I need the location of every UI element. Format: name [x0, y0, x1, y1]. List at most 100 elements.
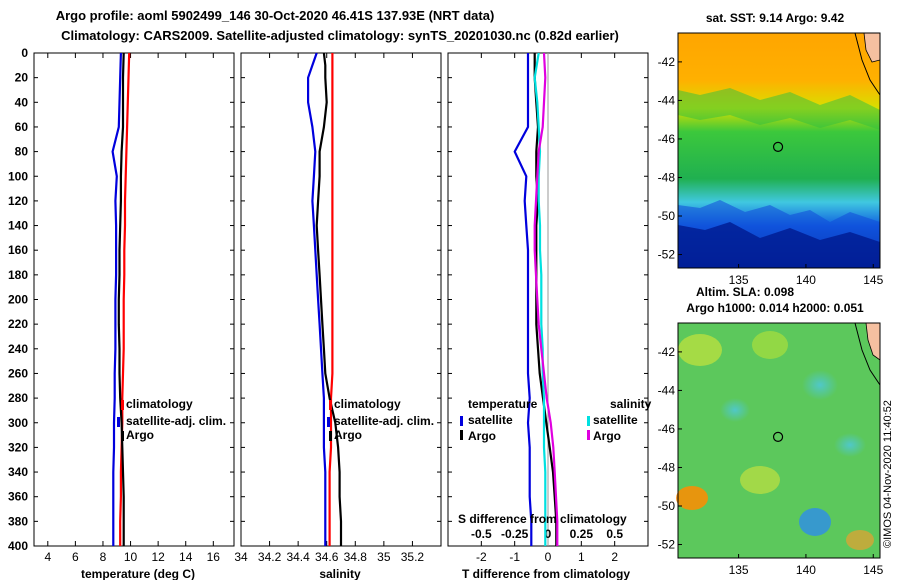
- lon-tick-label: 140: [796, 563, 816, 577]
- s-tick-label: 0: [545, 527, 552, 541]
- x-tick-label: 12: [151, 550, 165, 564]
- lat-tick-label: -46: [658, 422, 676, 436]
- series-line-argo: [117, 52, 125, 546]
- x-tick-label: 35: [377, 550, 391, 564]
- s-tick-label: -0.5: [471, 527, 492, 541]
- s-tick-label: 0.25: [570, 527, 594, 541]
- depth-tick-label: 140: [8, 219, 28, 233]
- depth-tick-label: 220: [8, 317, 28, 331]
- depth-tick-label: 20: [15, 71, 29, 85]
- depth-axis-labels: 0 20 40 60 80 100 120 140 160 180 200 220 240 260 280 3…: [8, 46, 28, 553]
- difference-legend: temperature salinity satellite Argo sate…: [458, 397, 652, 526]
- legend-swatch-climatology: [329, 400, 332, 410]
- depth-tick-label: 340: [8, 465, 28, 479]
- depth-tick-label: 120: [8, 194, 28, 208]
- x-tick-label: 34.8: [344, 550, 368, 564]
- x-tick-label: 16: [207, 550, 221, 564]
- depth-tick-label: 240: [8, 342, 28, 356]
- lat-tick-label: -42: [658, 55, 676, 69]
- lat-tick-label: -44: [658, 93, 676, 107]
- s-tick-label: -0.25: [501, 527, 529, 541]
- depth-tick-label: 260: [8, 366, 28, 380]
- legend-swatch-s-argo: [587, 430, 590, 440]
- temperature-legend: climatology satellite-adj. clim. Argo: [117, 397, 226, 442]
- legend-label-t-satellite: satellite: [468, 413, 513, 427]
- lon-tick-label: 135: [729, 273, 749, 287]
- depth-tick-label: 300: [8, 416, 28, 430]
- series-line-climatology: [328, 53, 334, 546]
- title-line-2: Climatology: CARS2009. Satellite-adjuste…: [61, 28, 619, 43]
- salinity-panel: 34 34.2 34.4 34.6 34.8 35 35.2: [234, 52, 442, 564]
- sla-coastline: [854, 322, 881, 386]
- sla-map-subtitle: Argo h1000: 0.014 h2000: 0.051: [686, 301, 864, 315]
- depth-tick-label: 360: [8, 490, 28, 504]
- legend-title-salinity: salinity: [610, 397, 652, 411]
- depth-tick-label: 180: [8, 268, 28, 282]
- sla-map-frame: [677, 322, 881, 559]
- series-line-satellite-adj-clim-: [307, 52, 327, 546]
- series-line-satellite-adj-clim-: [111, 52, 122, 546]
- sst-cold-water: [678, 222, 880, 268]
- sst-map-frame: [677, 32, 881, 269]
- lat-tick-label: -52: [658, 248, 676, 262]
- sst-lon-labels: 135 140 145: [729, 264, 884, 287]
- depth-tick-label: 0: [21, 46, 28, 60]
- sst-lat-labels: -42 -44 -46 -48 -50 -52: [658, 55, 682, 262]
- legend-swatch-argo: [329, 431, 332, 441]
- x-tick-label: 14: [179, 550, 193, 564]
- sla-map-title: Altim. SLA: 0.098: [696, 285, 794, 299]
- legend-swatch-t-satellite: [460, 416, 463, 426]
- legend-label-argo: Argo: [334, 428, 362, 442]
- legend-label-climatology: climatology: [126, 397, 193, 411]
- differences-xlabel: T difference from climatology: [462, 567, 630, 580]
- temperature-xlabel: temperature (deg C): [81, 567, 195, 580]
- sla-lat-labels: -42 -44 -46 -48 -50 -52: [658, 345, 682, 552]
- lat-tick-label: -46: [658, 132, 676, 146]
- sst-coastline: [854, 32, 881, 96]
- legend-label-t-argo: Argo: [468, 429, 496, 443]
- depth-tick-label: 380: [8, 514, 28, 528]
- sla-lon-labels: 135 140 145: [729, 554, 884, 577]
- legend-swatch-climatology: [121, 400, 124, 410]
- depth-tick-label: 40: [15, 95, 29, 109]
- legend-swatch-s-satellite: [587, 416, 590, 426]
- lon-tick-label: 135: [729, 563, 749, 577]
- legend-swatch-satellite: [117, 417, 120, 427]
- lat-tick-label: -50: [658, 209, 676, 223]
- salinity-xlabel: salinity: [319, 567, 361, 580]
- depth-tick-label: 60: [15, 120, 29, 134]
- x-tick-label: 34.6: [315, 550, 339, 564]
- x-tick-label: 2: [611, 550, 618, 564]
- sst-map: sat. SST: 9.14 Argo: 9.42 -42 -44 -46 -48 -5…: [658, 11, 884, 287]
- x-tick-label: 34: [234, 550, 248, 564]
- lat-tick-label: -48: [658, 170, 676, 184]
- depth-tick-label: 280: [8, 391, 28, 405]
- x-tick-label: -1: [509, 550, 520, 564]
- series-line-argo: [315, 52, 343, 546]
- x-tick-label: 10: [124, 550, 138, 564]
- legend-swatch-satellite: [327, 417, 330, 427]
- lon-tick-label: 145: [863, 563, 883, 577]
- title-line-1: Argo profile: aoml 5902499_146 30-Oct-20…: [56, 8, 495, 23]
- depth-tick-label: 320: [8, 440, 28, 454]
- lat-tick-label: -50: [658, 499, 676, 513]
- salinity-legend: climatology satellite-adj. clim. Argo: [327, 397, 434, 442]
- legend-label-satellite: satellite-adj. clim.: [126, 414, 226, 428]
- legend-label-satellite: satellite-adj. clim.: [334, 414, 434, 428]
- legend-label-climatology: climatology: [334, 397, 401, 411]
- x-tick-label: 8: [100, 550, 107, 564]
- x-tick-label: -2: [476, 550, 487, 564]
- x-tick-label: 35.2: [401, 550, 425, 564]
- x-tick-label: 34.2: [258, 550, 282, 564]
- depth-tick-label: 80: [15, 145, 29, 159]
- plot-frame: [240, 52, 442, 547]
- temperature-panel: 4 6 8 10 12 14 16: [33, 52, 235, 564]
- lon-tick-label: 140: [796, 273, 816, 287]
- series-line-t-satellite: [513, 53, 533, 546]
- s-tick-label: 0.5: [606, 527, 623, 541]
- sla-argo-location-marker: [772, 431, 784, 442]
- x-tick-label: 1: [578, 550, 585, 564]
- lat-tick-label: -44: [658, 383, 676, 397]
- depth-tick-label: 100: [8, 169, 28, 183]
